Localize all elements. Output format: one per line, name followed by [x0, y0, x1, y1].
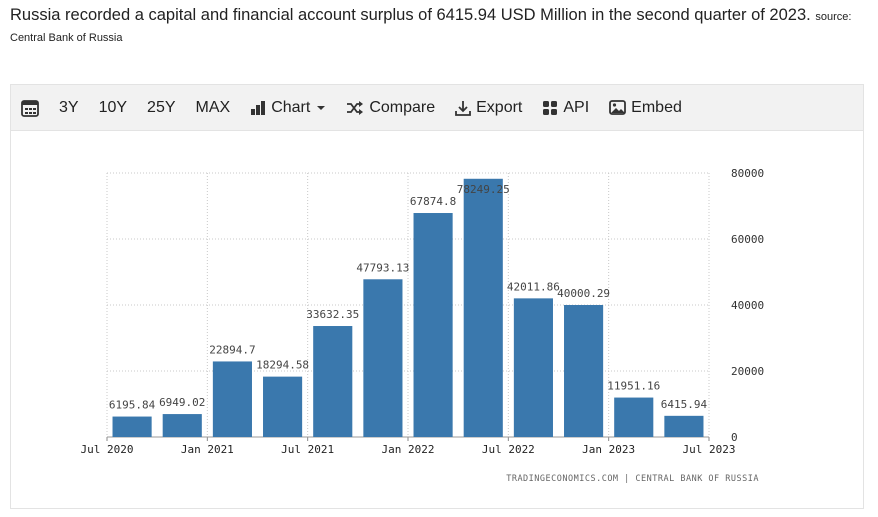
bar: [363, 279, 403, 437]
chart-type-label: Chart: [271, 98, 311, 116]
chart-area: 0 20000 40000 60000 80000 Jul 2020 Jan 2021 Jul…: [11, 131, 863, 512]
embed-button[interactable]: Embed: [609, 99, 682, 117]
source-label: source:: [815, 11, 852, 23]
x-tick-label: Jul 2022: [482, 443, 535, 456]
source-name: Central Bank of Russia: [10, 32, 123, 44]
api-grid-icon: [543, 100, 558, 115]
value-label: 67874.8: [410, 195, 456, 208]
download-icon: [455, 100, 472, 116]
value-label: 42011.86: [507, 280, 560, 293]
range-3y-button[interactable]: 3Y: [59, 98, 79, 116]
bar: [564, 304, 604, 437]
export-label: Export: [476, 98, 523, 116]
bar: [162, 414, 202, 437]
y-tick-label: 80000: [731, 167, 764, 180]
calendar-icon[interactable]: [21, 99, 39, 117]
bar: [664, 415, 704, 437]
bar: [614, 397, 654, 437]
range-10y-button[interactable]: 10Y: [98, 98, 128, 116]
x-tick-label: Jul 2020: [81, 443, 134, 456]
value-label: 47793.13: [356, 261, 409, 274]
api-button[interactable]: API: [542, 99, 589, 117]
y-tick-label: 0: [731, 431, 738, 444]
x-tick-label: Jul 2023: [683, 443, 736, 456]
range-max-button[interactable]: MAX: [195, 98, 231, 116]
compare-button[interactable]: Compare: [346, 99, 435, 117]
y-tick-label: 40000: [731, 299, 764, 312]
attribution: TRADINGECONOMICS.COM | CENTRAL BANK OF R…: [506, 474, 759, 484]
bar: [263, 376, 303, 437]
chart-panel: 3Y 10Y 25Y MAX Chart Compare: [10, 84, 864, 509]
bar: [112, 416, 152, 437]
chart-toolbar: 3Y 10Y 25Y MAX Chart Compare: [11, 85, 863, 131]
value-label: 11951.16: [607, 380, 660, 393]
x-tick-label: Jan 2023: [582, 443, 635, 456]
bar: [463, 178, 503, 437]
embed-label: Embed: [631, 98, 682, 116]
headline: Russia recorded a capital and financial …: [10, 4, 872, 28]
shuffle-icon: [347, 100, 364, 115]
value-label: 33632.35: [306, 308, 359, 321]
value-label: 22894.7: [209, 343, 255, 356]
bar: [212, 361, 252, 437]
range-25y-button[interactable]: 25Y: [147, 98, 176, 116]
value-label: 6415.94: [661, 398, 708, 411]
export-button[interactable]: Export: [455, 99, 522, 117]
value-label: 78249.25: [457, 183, 510, 196]
api-label: API: [563, 98, 590, 116]
compare-label: Compare: [369, 98, 436, 116]
image-icon: [609, 100, 627, 115]
headline-title: Russia recorded a capital and financial …: [10, 6, 811, 24]
caret-down-icon: [317, 105, 326, 110]
x-tick-label: Jul 2021: [281, 443, 334, 456]
bar: [313, 326, 353, 437]
value-label: 18294.58: [256, 359, 309, 372]
x-tick-label: Jan 2022: [382, 443, 435, 456]
bar: [413, 213, 453, 437]
value-label: 6195.84: [109, 399, 156, 412]
y-tick-label: 20000: [731, 365, 764, 378]
y-tick-label: 60000: [731, 233, 764, 246]
bar-chart-icon: [251, 100, 266, 115]
chart-type-button[interactable]: Chart: [250, 99, 326, 117]
x-tick-label: Jan 2021: [181, 443, 234, 456]
bar-chart: 0 20000 40000 60000 80000 Jul 2020 Jan 2021 Jul…: [81, 167, 765, 484]
bar: [513, 298, 553, 437]
value-label: 6949.02: [159, 396, 205, 409]
value-label: 40000.29: [557, 287, 610, 300]
